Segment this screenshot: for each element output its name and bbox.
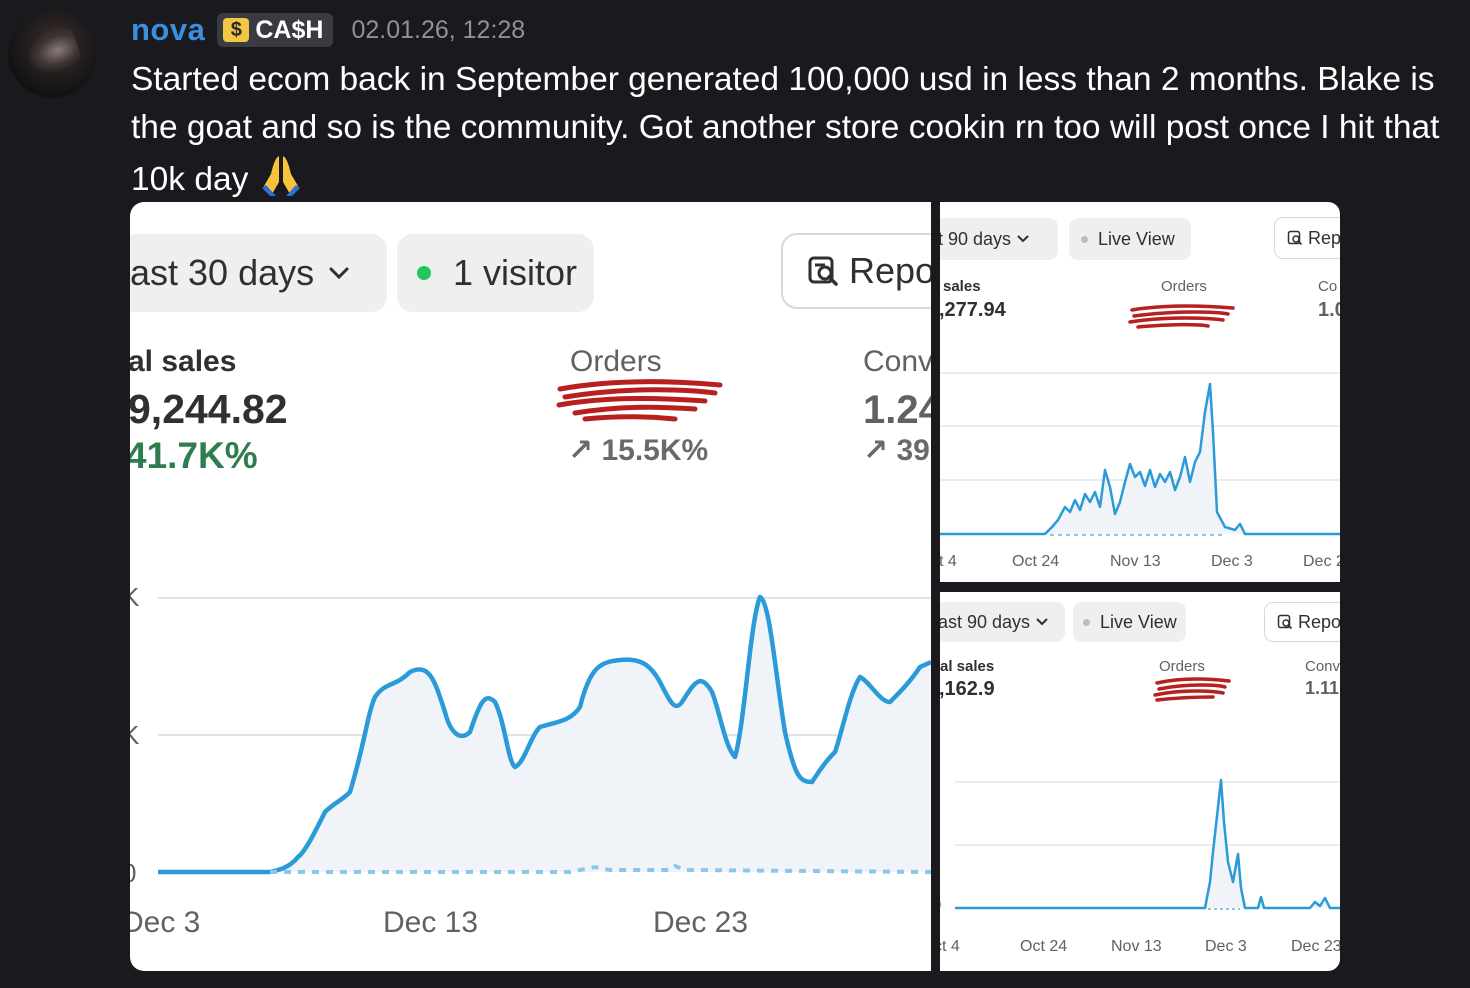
live-dot-icon [417, 266, 431, 280]
chevron-down-icon [1017, 235, 1029, 243]
redaction-scribble [1128, 304, 1235, 329]
metric-value-sales: ,277.94 [940, 299, 1006, 321]
date-range-label: ast 90 days [940, 611, 1031, 632]
message-header: nova $ CA$H 02.01.26, 12:28 [131, 10, 525, 50]
metric-value-conversion: 1.11 [1305, 678, 1340, 698]
metric-change-conversion: ↗ 39 [863, 434, 930, 467]
analytics-screenshot-main: ast 30 days 1 visitor Repo al sales 9,24… [130, 202, 931, 971]
x-tick: Nov 13 [1110, 553, 1161, 570]
sales-line-chart [940, 372, 1340, 536]
sales-line [955, 778, 1340, 910]
live-dot-icon [1083, 618, 1090, 626]
analytics-screenshot-90-days-a: t 90 days Live View Rep sales ,277.94 Or… [940, 202, 1340, 582]
live-view-label: Live View [1100, 611, 1177, 632]
report-search-icon [1287, 230, 1303, 246]
metric-label-conversion: Co [1318, 278, 1338, 295]
live-view-button[interactable]: Live View [1069, 218, 1191, 260]
metric-label-orders: Orders [1161, 278, 1207, 295]
x-tick: ct 4 [940, 938, 960, 955]
live-view-button[interactable]: Live View [1073, 602, 1186, 642]
y-tick: K [130, 582, 140, 612]
live-dot-icon [1081, 235, 1088, 243]
report-label: Repo [1298, 611, 1340, 632]
report-button[interactable]: Rep [1274, 217, 1340, 259]
analytics-screenshot-90-days-b: ast 90 days Live View Repo al sales ,162… [940, 592, 1340, 971]
report-search-icon [808, 256, 838, 286]
x-tick: Dec 3 [1205, 938, 1247, 955]
comparison-line [270, 863, 931, 874]
sales-line-chart [158, 594, 931, 875]
x-tick: t 4 [940, 553, 957, 570]
metric-value-sales: 9,244.82 [130, 386, 288, 432]
metric-change-sales: 41.7K% [130, 435, 258, 476]
redaction-scribble [1153, 677, 1231, 702]
role-tag-label: CA$H [255, 15, 324, 44]
redaction-scribble [556, 379, 723, 422]
date-range-selector[interactable]: ast 30 days [130, 234, 387, 312]
date-range-label: ast 30 days [130, 252, 315, 293]
x-tick: Dec 2 [1303, 553, 1340, 570]
metric-value-conversion: 1.0 [1318, 299, 1340, 321]
y-tick: 0 [940, 897, 941, 912]
x-tick: Oct 24 [1012, 553, 1060, 570]
report-label: Rep [1308, 227, 1340, 248]
chevron-down-icon [1036, 618, 1048, 626]
x-tick: Dec 23 [653, 906, 749, 939]
date-range-selector[interactable]: t 90 days [940, 218, 1058, 260]
metric-value-conversion: 1.24 [863, 388, 931, 432]
x-tick: Dec 3 [130, 906, 201, 939]
report-button[interactable]: Repo [1264, 602, 1340, 642]
role-tag[interactable]: $ CA$H [217, 13, 334, 47]
sales-line [940, 382, 1340, 536]
date-range-label: t 90 days [940, 228, 1012, 249]
metric-value-sales: ,162.9 [940, 678, 995, 700]
x-tick: Dec 13 [383, 906, 479, 939]
avatar[interactable] [8, 10, 96, 98]
chevron-down-icon [329, 267, 349, 280]
x-tick: Oct 24 [1020, 938, 1068, 955]
cash-icon: $ [223, 18, 250, 42]
y-tick: 0 [130, 858, 136, 889]
metric-label-orders: Orders [1159, 658, 1205, 675]
y-tick: K [130, 720, 140, 750]
x-tick: Dec 3 [1211, 553, 1253, 570]
message-body: Started ecom back in September generated… [131, 56, 1461, 204]
report-button[interactable]: Repo [781, 233, 931, 309]
live-view-label: Live View [1098, 228, 1175, 249]
x-tick: Dec 23 [1291, 938, 1340, 955]
visitors-badge[interactable]: 1 visitor [397, 234, 594, 312]
report-label: Repo [849, 250, 931, 291]
date-range-selector[interactable]: ast 90 days [940, 602, 1065, 642]
report-search-icon [1277, 614, 1293, 630]
metric-label-sales: al sales [940, 658, 995, 675]
message-text: Started ecom back in September generated… [131, 61, 1440, 198]
metric-label-conversion: Conv [863, 345, 931, 378]
username[interactable]: nova [131, 12, 206, 47]
metric-change-orders: ↗ 15.5K% [568, 434, 709, 467]
timestamp: 02.01.26, 12:28 [351, 15, 526, 44]
folded-hands-icon [261, 156, 300, 196]
metric-label-sales: sales [943, 278, 981, 295]
visitors-label: 1 visitor [453, 252, 578, 293]
metric-label-conversion: Conv [1305, 658, 1340, 675]
x-tick: Nov 13 [1111, 938, 1162, 955]
metric-label-sales: al sales [130, 345, 237, 378]
sales-line-chart [955, 778, 1340, 910]
sales-line [158, 594, 931, 875]
metric-label-orders: Orders [570, 345, 662, 378]
